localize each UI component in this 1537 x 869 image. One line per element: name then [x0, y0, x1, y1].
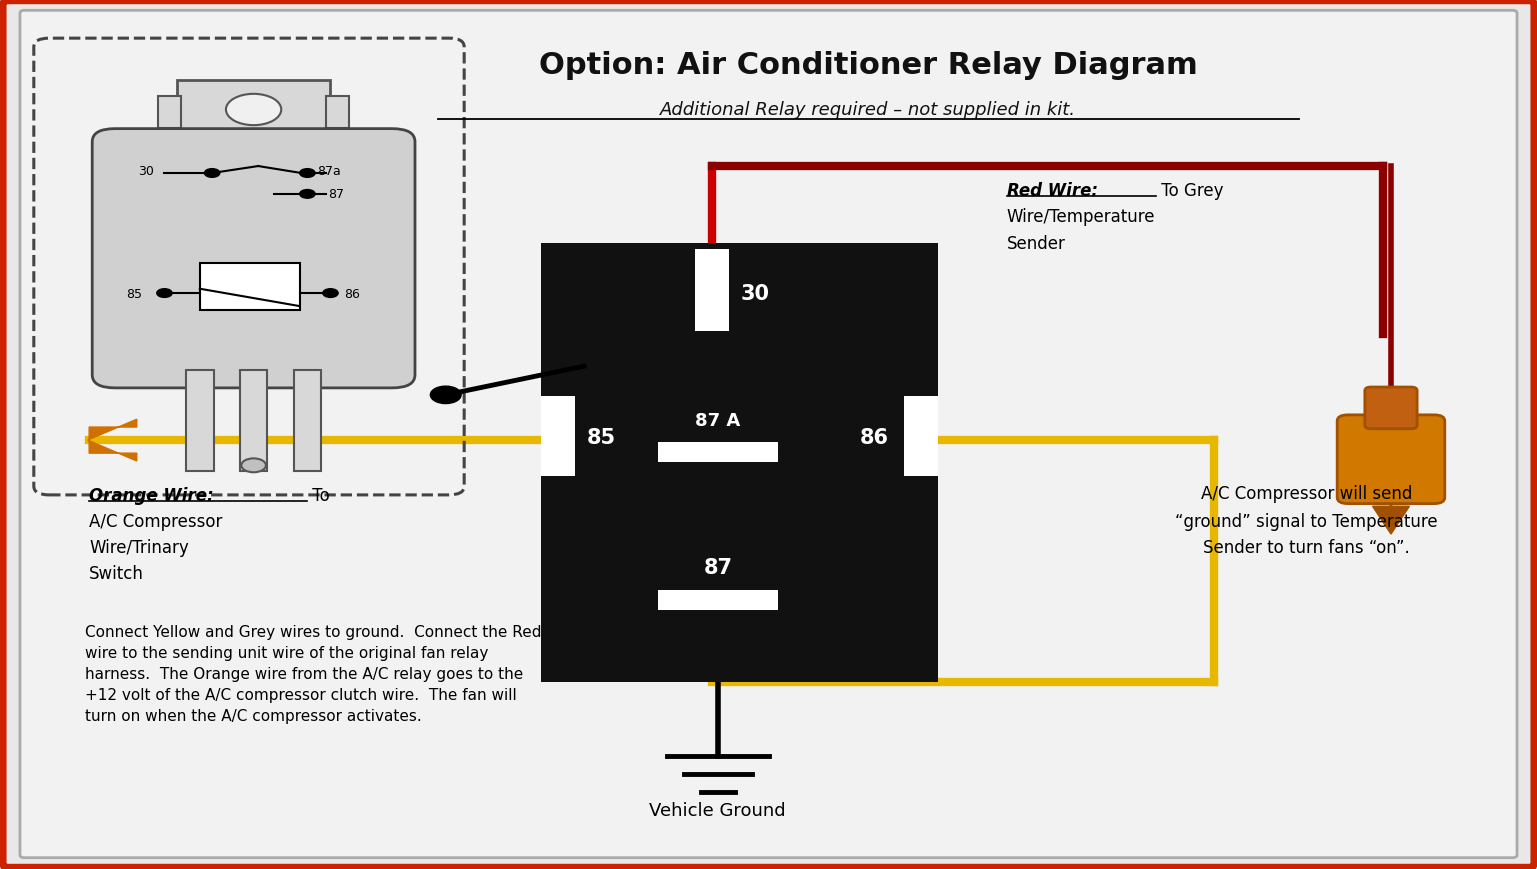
FancyBboxPatch shape: [294, 371, 321, 471]
FancyBboxPatch shape: [541, 396, 575, 476]
FancyBboxPatch shape: [695, 249, 729, 332]
Circle shape: [300, 169, 315, 178]
Text: 87: 87: [329, 189, 344, 201]
FancyArrow shape: [1373, 498, 1409, 534]
FancyBboxPatch shape: [658, 590, 778, 610]
FancyArrow shape: [88, 420, 137, 461]
Circle shape: [157, 289, 172, 298]
Circle shape: [323, 289, 338, 298]
FancyBboxPatch shape: [658, 442, 778, 462]
FancyBboxPatch shape: [326, 97, 349, 129]
Text: A/C Compressor will send: A/C Compressor will send: [1200, 485, 1413, 502]
FancyBboxPatch shape: [186, 371, 214, 471]
FancyBboxPatch shape: [158, 97, 181, 129]
FancyBboxPatch shape: [1337, 415, 1445, 504]
Text: Sender: Sender: [1007, 235, 1065, 252]
Text: 86: 86: [859, 428, 888, 448]
FancyBboxPatch shape: [92, 129, 415, 388]
Circle shape: [241, 459, 266, 473]
FancyBboxPatch shape: [177, 81, 330, 143]
Circle shape: [430, 387, 461, 404]
Text: Orange Wire:: Orange Wire:: [89, 487, 214, 504]
Circle shape: [204, 169, 220, 178]
Text: Option: Air Conditioner Relay Diagram: Option: Air Conditioner Relay Diagram: [539, 50, 1197, 80]
Text: Wire/Temperature: Wire/Temperature: [1007, 209, 1156, 226]
Text: Wire/Trinary: Wire/Trinary: [89, 539, 189, 556]
FancyBboxPatch shape: [541, 243, 938, 682]
Text: To Grey: To Grey: [1156, 182, 1223, 200]
Text: 30: 30: [741, 284, 770, 303]
Circle shape: [226, 95, 281, 126]
Text: A/C Compressor: A/C Compressor: [89, 513, 223, 530]
FancyBboxPatch shape: [20, 11, 1517, 858]
FancyBboxPatch shape: [1365, 388, 1417, 429]
Text: 87a: 87a: [318, 165, 341, 177]
Text: Sender to turn fans “on”.: Sender to turn fans “on”.: [1203, 539, 1409, 556]
Text: 87: 87: [704, 557, 732, 577]
FancyBboxPatch shape: [904, 396, 938, 476]
FancyBboxPatch shape: [200, 263, 300, 311]
Text: To: To: [307, 487, 330, 504]
Text: Connect Yellow and Grey wires to ground.  Connect the Red
wire to the sending un: Connect Yellow and Grey wires to ground.…: [85, 624, 541, 723]
Text: “ground” signal to Temperature: “ground” signal to Temperature: [1176, 513, 1437, 530]
Text: 30: 30: [138, 165, 154, 177]
Text: Switch: Switch: [89, 565, 144, 582]
Circle shape: [300, 190, 315, 199]
Text: 85: 85: [587, 428, 616, 448]
Text: Additional Relay required – not supplied in kit.: Additional Relay required – not supplied…: [661, 102, 1076, 119]
Text: 86: 86: [344, 288, 360, 300]
Text: 85: 85: [126, 288, 141, 300]
Text: 87 A: 87 A: [695, 411, 741, 429]
Text: Vehicle Ground: Vehicle Ground: [650, 801, 785, 819]
FancyBboxPatch shape: [240, 371, 267, 471]
Text: Red Wire:: Red Wire:: [1007, 182, 1097, 200]
